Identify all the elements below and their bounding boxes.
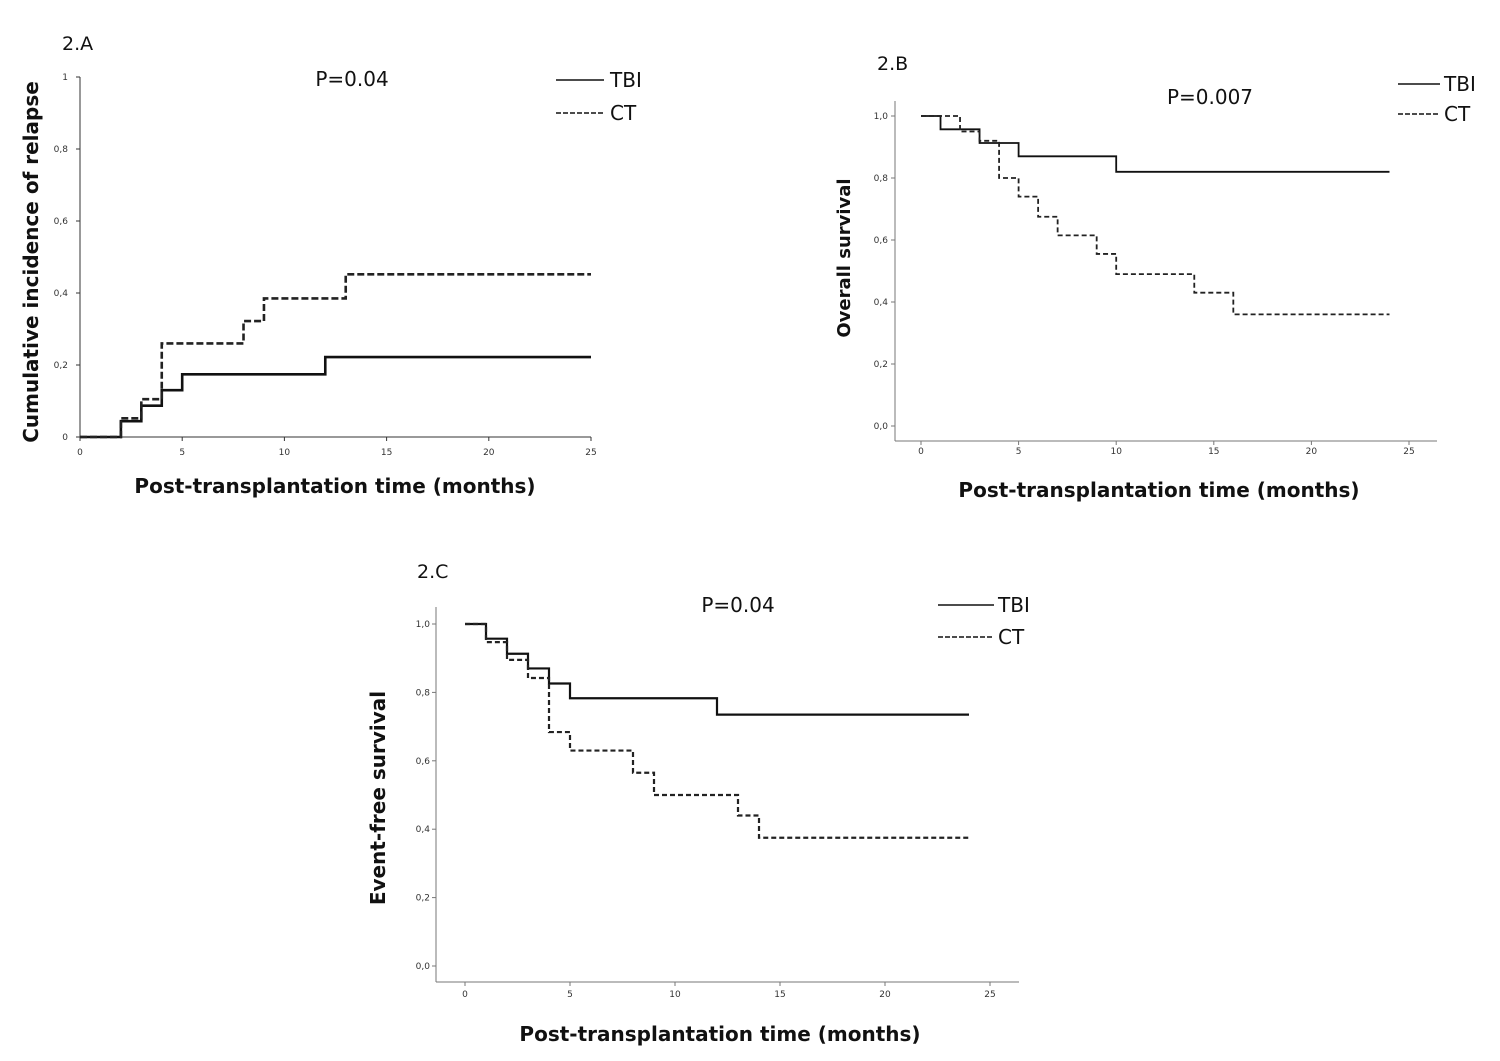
- panel-label: 2.B: [877, 53, 908, 75]
- legend-label-tbi: TBI: [997, 593, 1030, 617]
- x-tick-label: 0: [918, 447, 924, 457]
- y-tick-label: 0,2: [874, 360, 888, 370]
- legend: TBI CT: [1398, 72, 1476, 126]
- series-line-ct: [465, 622, 969, 839]
- y-tick-label: 0,4: [416, 825, 431, 835]
- y-tick-label: 1: [62, 73, 68, 83]
- y-axis-label: Overall survival: [834, 178, 855, 337]
- y-tick-label: 0,0: [874, 422, 889, 432]
- y-tick-label: 0,8: [54, 145, 69, 155]
- x-tick-label: 20: [879, 990, 891, 1000]
- x-axis-label: Post-transplantation time (months): [519, 1022, 920, 1046]
- x-tick-label: 10: [669, 990, 681, 1000]
- y-tick-label: 0,6: [416, 757, 431, 767]
- x-tick-label: 20: [483, 448, 495, 458]
- y-tick-label: 0,6: [874, 236, 889, 246]
- y-tick-label: 1,0: [416, 620, 431, 630]
- x-tick-label: 15: [381, 448, 392, 458]
- legend-label-ct: CT: [610, 101, 637, 125]
- legend-label-ct: CT: [998, 625, 1025, 649]
- series-line-tbi: [80, 355, 591, 439]
- series-line-tbi: [921, 115, 1390, 173]
- legend: TBI CT: [556, 68, 642, 125]
- legend-label-ct: CT: [1444, 102, 1471, 126]
- x-tick-label: 25: [984, 990, 995, 1000]
- x-tick-label: 25: [585, 448, 596, 458]
- panel-label: 2.C: [417, 561, 448, 583]
- y-tick-label: 0,8: [416, 688, 431, 698]
- y-tick-label: 0,4: [54, 289, 69, 299]
- chart-panel-2c: 0,0 0,2 0,4 0,6 0,8 1,0 0 5 10 15 20 25 2.C P=0.04 TBI…: [366, 561, 1030, 1046]
- x-tick-label: 0: [462, 990, 468, 1000]
- x-tick-label: 5: [1016, 447, 1022, 457]
- series-line-ct: [921, 115, 1390, 316]
- p-value-annotation: P=0.007: [1167, 85, 1253, 109]
- y-axis-label: Cumulative incidence of relapse: [19, 81, 43, 443]
- chart-panel-2b: 0,0 0,2 0,4 0,6 0,8 1,0 0 5 10 15 20 25 2.B P=0.007 TB…: [834, 53, 1476, 502]
- x-tick-label: 25: [1403, 447, 1414, 457]
- x-tick-label: 5: [179, 448, 185, 458]
- y-tick-label: 0,2: [416, 894, 430, 904]
- y-axis-label: Event-free survival: [366, 691, 390, 905]
- x-tick-label: 20: [1306, 447, 1318, 457]
- x-tick-label: 10: [1110, 447, 1122, 457]
- panel-label: 2.A: [62, 33, 93, 55]
- y-tick-label: 0,8: [874, 174, 889, 184]
- y-tick-label: 0: [62, 433, 68, 443]
- x-axis-label: Post-transplantation time (months): [958, 478, 1359, 502]
- y-tick-label: 0,4: [874, 298, 889, 308]
- y-tick-label: 1,0: [874, 112, 889, 122]
- legend-label-tbi: TBI: [1443, 72, 1476, 96]
- x-tick-label: 15: [1208, 447, 1219, 457]
- legend: TBI CT: [938, 593, 1030, 649]
- x-tick-label: 15: [774, 990, 785, 1000]
- series-line-ct: [80, 272, 591, 439]
- series-line-tbi: [465, 622, 969, 716]
- x-tick-label: 0: [77, 448, 83, 458]
- p-value-annotation: P=0.04: [315, 67, 388, 91]
- y-tick-label: 0,2: [54, 361, 68, 371]
- p-value-annotation: P=0.04: [701, 593, 774, 617]
- y-tick-label: 0,0: [416, 962, 431, 972]
- legend-label-tbi: TBI: [609, 68, 642, 92]
- chart-panel-2a: 00,20,40,60,810 5 10 15 20 252.AP=0.04 TBICTPo…: [19, 33, 642, 498]
- x-tick-label: 10: [279, 448, 291, 458]
- y-tick-label: 0,6: [54, 217, 69, 227]
- x-tick-label: 5: [567, 990, 573, 1000]
- x-axis-label: Post-transplantation time (months): [134, 474, 535, 498]
